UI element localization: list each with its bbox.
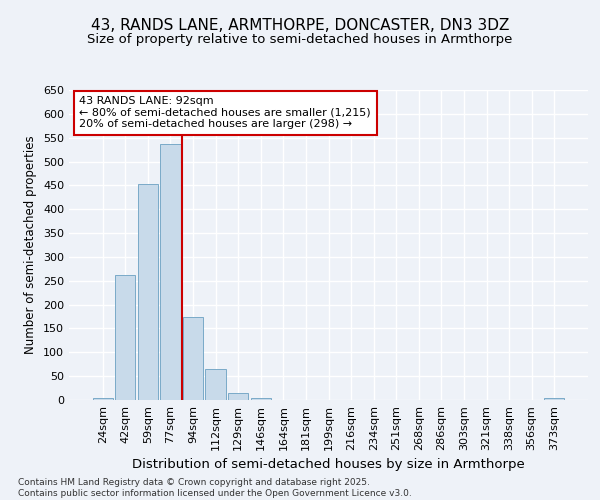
Bar <box>183 316 203 400</box>
Bar <box>138 184 158 400</box>
Y-axis label: Number of semi-detached properties: Number of semi-detached properties <box>25 136 37 354</box>
Text: Contains HM Land Registry data © Crown copyright and database right 2025.
Contai: Contains HM Land Registry data © Crown c… <box>18 478 412 498</box>
Bar <box>251 398 271 400</box>
Bar <box>160 144 181 400</box>
X-axis label: Distribution of semi-detached houses by size in Armthorpe: Distribution of semi-detached houses by … <box>132 458 525 471</box>
Bar <box>92 398 113 400</box>
Text: 43, RANDS LANE, ARMTHORPE, DONCASTER, DN3 3DZ: 43, RANDS LANE, ARMTHORPE, DONCASTER, DN… <box>91 18 509 32</box>
Bar <box>544 398 565 400</box>
Bar <box>228 393 248 400</box>
Bar <box>115 275 136 400</box>
Text: Size of property relative to semi-detached houses in Armthorpe: Size of property relative to semi-detach… <box>88 32 512 46</box>
Bar <box>205 369 226 400</box>
Text: 43 RANDS LANE: 92sqm
← 80% of semi-detached houses are smaller (1,215)
20% of se: 43 RANDS LANE: 92sqm ← 80% of semi-detac… <box>79 96 371 130</box>
